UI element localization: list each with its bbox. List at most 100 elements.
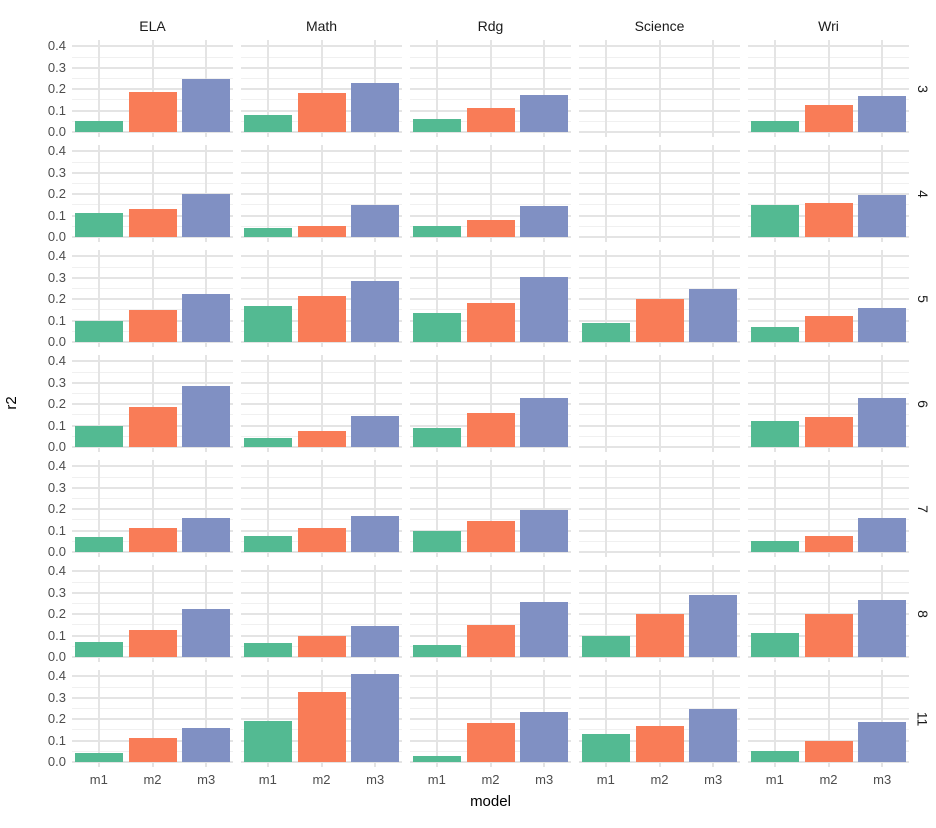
gridline-vertical — [435, 40, 438, 137]
bar-m2 — [297, 226, 346, 237]
gridline-vertical — [151, 355, 154, 452]
bar-m1 — [412, 119, 461, 132]
bar-m3 — [520, 711, 569, 762]
y-tick-label: 0.0 — [47, 754, 66, 769]
y-tick-label: 0.2 — [47, 711, 66, 727]
gridline-vertical — [827, 145, 830, 242]
bar-m3 — [351, 281, 400, 342]
y-tick-label: 0.3 — [47, 269, 66, 285]
bar-m2 — [297, 692, 346, 762]
bar-m1 — [412, 755, 461, 762]
bar-m2 — [297, 93, 346, 132]
y-tick-label: 0.2 — [47, 396, 66, 412]
gridline-vertical — [658, 460, 661, 557]
gridline-vertical — [881, 40, 884, 137]
bar-m2 — [466, 723, 515, 762]
bar-m1 — [750, 751, 799, 762]
bar-m1 — [750, 541, 799, 552]
bar-m3 — [182, 194, 231, 237]
facet-panel-wri-6 — [748, 355, 909, 452]
bar-m1 — [243, 114, 292, 132]
gridline-vertical — [205, 460, 208, 557]
gridline-vertical — [320, 460, 323, 557]
bar-m3 — [858, 517, 907, 552]
x-tick-label: m1 — [596, 772, 615, 787]
gridline-vertical — [658, 145, 661, 242]
bar-m1 — [581, 734, 630, 762]
bar-m1 — [412, 226, 461, 237]
facet-row-strip-5: 5 — [909, 250, 936, 347]
gridline-vertical — [827, 670, 830, 767]
bar-m3 — [520, 94, 569, 132]
facet-row-strip-7: 7 — [909, 460, 936, 557]
bar-m2 — [466, 108, 515, 132]
bar-m1 — [74, 121, 123, 132]
gridline-vertical — [773, 145, 776, 242]
bar-m1 — [74, 537, 123, 552]
gridline-vertical — [435, 145, 438, 242]
facet-panel-science-5 — [579, 250, 740, 347]
bar-m3 — [858, 95, 907, 132]
facet-panel-ela-6 — [72, 355, 233, 452]
bar-m2 — [128, 738, 177, 762]
facet-panel-rdg-5 — [410, 250, 571, 347]
bar-m1 — [750, 421, 799, 447]
gridline-vertical — [604, 565, 607, 662]
facet-panel-wri-7 — [748, 460, 909, 557]
y-tick-label: 0.2 — [47, 501, 66, 517]
bar-m1 — [581, 635, 630, 657]
gridline-vertical — [604, 40, 607, 137]
facet-panel-ela-7 — [72, 460, 233, 557]
x-tick-label: m3 — [704, 772, 723, 787]
y-tick-label: 0.4 — [47, 248, 66, 264]
facet-col-title-rdg: Rdg — [477, 18, 504, 34]
gridline-vertical — [489, 565, 492, 662]
gridline-vertical — [151, 250, 154, 347]
x-tick-label: m2 — [650, 772, 669, 787]
x-axis-title: model — [470, 793, 511, 810]
bar-m3 — [520, 397, 569, 447]
gridline-vertical — [320, 565, 323, 662]
facet-row-strip-8: 8 — [909, 565, 936, 662]
facet-panel-wri-5 — [748, 250, 909, 347]
gridline-vertical — [97, 670, 100, 767]
gridline-vertical — [604, 460, 607, 557]
facet-col-title-science: Science — [634, 18, 685, 34]
facet-panel-rdg-4 — [410, 145, 571, 242]
bar-m3 — [520, 510, 569, 552]
facet-panel-rdg-11 — [410, 670, 571, 767]
bar-m1 — [74, 425, 123, 447]
gridline-vertical — [320, 40, 323, 137]
bar-m1 — [412, 530, 461, 552]
gridline-vertical — [773, 40, 776, 137]
bar-m2 — [128, 407, 177, 447]
facet-panel-math-4 — [241, 145, 402, 242]
y-tick-label: 0.1 — [47, 522, 66, 538]
facet-panel-math-11 — [241, 670, 402, 767]
y-tick-label: 0.1 — [47, 207, 66, 223]
bar-m2 — [466, 412, 515, 447]
bar-m1 — [412, 645, 461, 657]
gridline-vertical — [489, 670, 492, 767]
gridline-vertical — [374, 355, 377, 452]
gridline-vertical — [827, 460, 830, 557]
bar-m3 — [689, 288, 738, 342]
bar-m2 — [466, 219, 515, 237]
gridline-vertical — [543, 145, 546, 242]
facet-panel-math-8 — [241, 565, 402, 662]
bar-m2 — [128, 528, 177, 552]
y-tick-label: 0.2 — [47, 291, 66, 307]
bar-m2 — [297, 296, 346, 342]
bar-m1 — [750, 327, 799, 342]
facet-panel-science-7 — [579, 460, 740, 557]
y-tick-label: 0.4 — [47, 563, 66, 579]
gridline-vertical — [435, 460, 438, 557]
bar-m3 — [858, 722, 907, 762]
y-tick-label: 0.3 — [47, 59, 66, 75]
gridline-vertical — [97, 250, 100, 347]
y-tick-label: 0.3 — [47, 689, 66, 705]
x-tick-label: m3 — [366, 772, 385, 787]
bar-m3 — [858, 195, 907, 237]
y-tick-label: 0.1 — [47, 102, 66, 118]
